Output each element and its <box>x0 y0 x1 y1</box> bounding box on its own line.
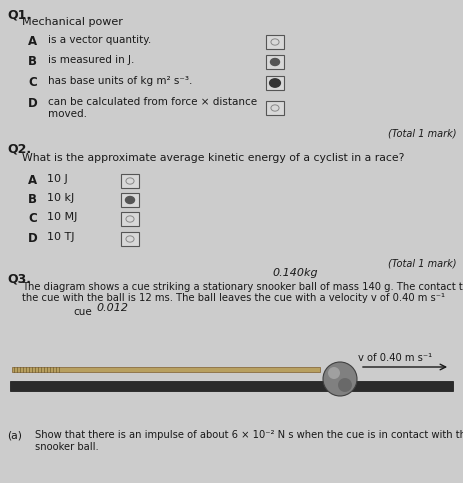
Text: 0.140kg: 0.140kg <box>272 268 318 278</box>
Ellipse shape <box>270 58 280 66</box>
Text: cue: cue <box>73 307 92 317</box>
Text: 10 TJ: 10 TJ <box>47 232 75 242</box>
Text: 10 kJ: 10 kJ <box>47 193 74 203</box>
Text: Mechanical power: Mechanical power <box>22 17 123 27</box>
Text: A: A <box>28 174 37 187</box>
Text: C: C <box>28 76 37 89</box>
Text: can be calculated from force × distance
moved.: can be calculated from force × distance … <box>48 97 257 119</box>
Circle shape <box>323 362 357 396</box>
Text: the cue with the ball is 12 ms. The ball leaves the cue with a velocity v of 0.4: the cue with the ball is 12 ms. The ball… <box>22 293 445 303</box>
Text: (Total 1 mark): (Total 1 mark) <box>388 258 456 268</box>
Text: has base units of kg m² s⁻³.: has base units of kg m² s⁻³. <box>48 76 192 86</box>
Text: A: A <box>28 35 37 48</box>
Bar <box>121 174 139 188</box>
Text: B: B <box>28 55 37 68</box>
Text: Q1.: Q1. <box>7 8 31 21</box>
Text: 10 J: 10 J <box>47 174 68 184</box>
Text: 10 MJ: 10 MJ <box>47 212 77 222</box>
Ellipse shape <box>125 197 134 203</box>
Bar <box>12 367 320 372</box>
Text: (a): (a) <box>7 430 22 440</box>
Bar <box>121 212 139 226</box>
Bar <box>266 35 284 49</box>
Text: B: B <box>28 193 37 206</box>
Bar <box>266 55 284 69</box>
Text: is measured in J.: is measured in J. <box>48 55 134 65</box>
Text: The diagram shows a cue striking a stationary snooker ball of mass 140 g. The co: The diagram shows a cue striking a stati… <box>22 282 463 292</box>
Circle shape <box>338 378 352 392</box>
Text: Show that there is an impulse of about 6 × 10⁻² N s when the cue is in contact w: Show that there is an impulse of about 6… <box>35 430 463 452</box>
Bar <box>10 381 453 391</box>
Text: Q3.: Q3. <box>7 272 31 285</box>
Bar <box>121 193 139 207</box>
Text: What is the approximate average kinetic energy of a cyclist in a race?: What is the approximate average kinetic … <box>22 153 404 163</box>
Circle shape <box>328 367 340 379</box>
Ellipse shape <box>269 79 281 87</box>
Text: v of 0.40 m s⁻¹: v of 0.40 m s⁻¹ <box>358 353 432 363</box>
Text: C: C <box>28 212 37 225</box>
Bar <box>266 101 284 115</box>
Bar <box>121 232 139 246</box>
Text: D: D <box>28 97 38 110</box>
Text: 0.012: 0.012 <box>96 303 128 313</box>
Text: (Total 1 mark): (Total 1 mark) <box>388 128 456 138</box>
Text: Q2.: Q2. <box>7 143 31 156</box>
Text: is a vector quantity.: is a vector quantity. <box>48 35 151 45</box>
Bar <box>266 76 284 90</box>
Text: D: D <box>28 232 38 245</box>
